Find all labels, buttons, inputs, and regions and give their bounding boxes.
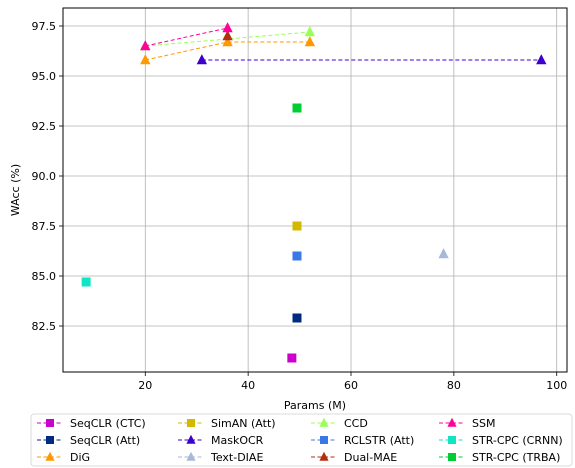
legend-label: SeqCLR (CTC) — [70, 417, 146, 430]
legend-label: STR-CPC (CRNN) — [472, 434, 563, 447]
series-markers — [81, 22, 547, 363]
data-point — [438, 248, 449, 259]
y-tick-label: 87.5 — [32, 220, 57, 233]
data-point — [81, 277, 91, 287]
data-point — [536, 54, 547, 65]
legend-marker — [45, 451, 55, 461]
y-tick-label: 97.5 — [32, 20, 57, 33]
legend-marker — [46, 436, 54, 444]
data-point — [140, 54, 151, 65]
legend-label: MaskOCR — [211, 434, 264, 447]
series-line — [145, 41, 310, 61]
x-axis-ticks: 20 40 60 80 100 — [138, 372, 567, 392]
legend-marker — [448, 453, 456, 461]
data-point — [292, 221, 302, 231]
legend-marker — [46, 419, 54, 427]
legend-marker — [186, 451, 196, 461]
data-point — [292, 251, 302, 261]
legend-label: STR-CPC (TRBA) — [472, 451, 560, 464]
y-tick-label: 85.0 — [32, 270, 57, 283]
data-point — [222, 22, 233, 33]
data-point — [292, 313, 302, 323]
legend-label: CCD — [344, 417, 368, 430]
legend-label: SimAN (Att) — [211, 417, 276, 430]
grid — [63, 8, 567, 372]
data-point — [292, 103, 302, 113]
legend-label: Text-DIAE — [210, 451, 263, 464]
x-tick-label: 80 — [447, 379, 461, 392]
legend-marker — [319, 451, 329, 461]
series-lines — [145, 27, 542, 61]
data-point — [222, 36, 233, 47]
legend-label: SSM — [472, 417, 495, 430]
data-point — [222, 30, 233, 41]
data-point — [196, 54, 208, 65]
legend-label: DiG — [70, 451, 90, 464]
legend: SeqCLR (CTC) SeqCLR (Att) DiG SimAN (Att) Ma… — [30, 413, 573, 467]
legend-marker — [187, 419, 195, 427]
legend-marker — [186, 434, 196, 444]
data-point — [304, 36, 316, 47]
legend-label: Dual-MAE — [344, 451, 397, 464]
legend-marker — [447, 417, 457, 427]
legend-frame — [30, 413, 573, 467]
y-axis-label: WAcc (%) — [9, 164, 22, 216]
x-tick-label: 40 — [241, 379, 255, 392]
y-tick-label: 82.5 — [32, 320, 57, 333]
y-tick-label: 92.5 — [32, 120, 57, 133]
y-tick-label: 95.0 — [32, 70, 57, 83]
legend-marker — [319, 417, 329, 427]
x-tick-label: 20 — [138, 379, 152, 392]
y-tick-label: 90.0 — [32, 170, 57, 183]
x-axis-label: Params (M) — [284, 399, 346, 412]
legend-label: SeqCLR (Att) — [70, 434, 140, 447]
legend-marker — [448, 436, 456, 444]
plot-frame — [62, 7, 568, 373]
legend-label: RCLSTR (Att) — [344, 434, 414, 447]
x-tick-label: 100 — [546, 379, 567, 392]
series-line — [145, 31, 310, 47]
series-line — [145, 27, 228, 47]
legend-marker — [320, 436, 328, 444]
data-point — [140, 40, 151, 51]
y-axis-ticks: 82.5 85.0 87.5 90.0 92.5 95.0 97.5 — [32, 20, 63, 333]
data-point — [304, 26, 316, 37]
x-tick-label: 60 — [344, 379, 358, 392]
data-point — [287, 353, 297, 363]
